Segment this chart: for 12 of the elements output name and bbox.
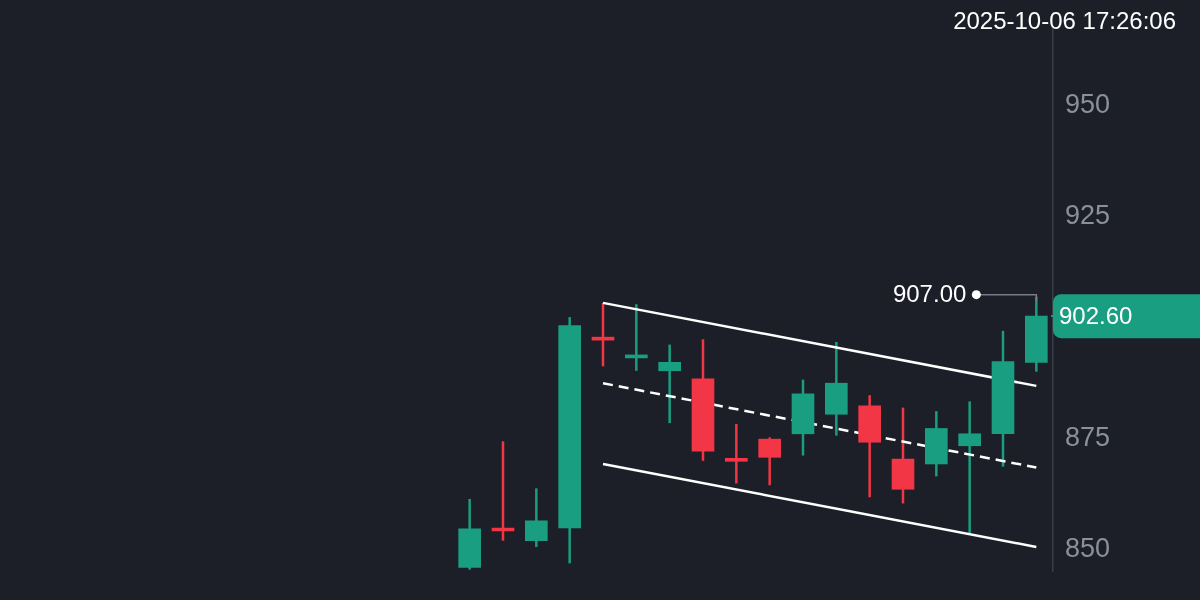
- y-tick-label: 950: [1065, 89, 1111, 120]
- candlestick: [958, 400, 981, 535]
- y-tick-label: 925: [1065, 200, 1111, 231]
- y-tick-label: 875: [1065, 422, 1111, 453]
- candlestick: [725, 422, 748, 485]
- y-tick-label: 850: [1065, 533, 1111, 564]
- candlestick: [658, 343, 681, 425]
- chart-subtitle: 2025-10-06 17:26:06: [953, 6, 1176, 34]
- candlestick: [758, 436, 781, 487]
- candlestick: [525, 487, 548, 549]
- text: 902.60: [1059, 301, 1133, 329]
- annotation: 907.00: [892, 280, 967, 308]
